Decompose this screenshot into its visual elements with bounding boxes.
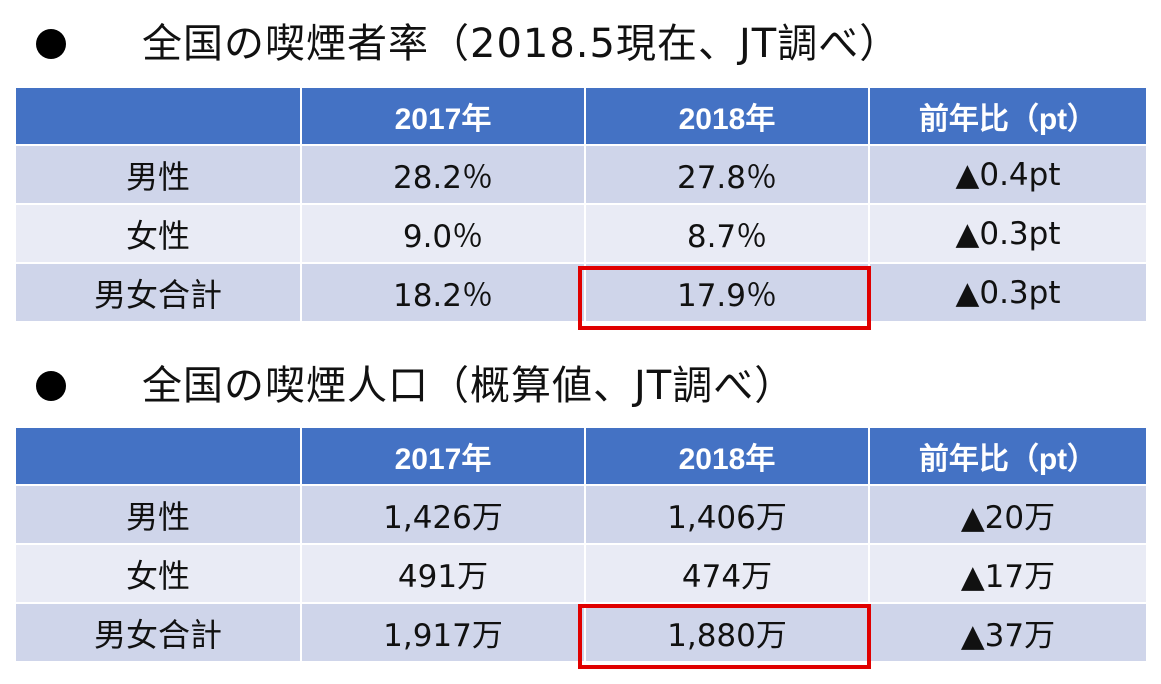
header-cell-2018: 2018年 — [584, 86, 870, 146]
header-cell-2017: 2017年 — [300, 426, 586, 486]
cell-2018: 474万 — [584, 543, 870, 604]
cell-2018: 17.9％ — [584, 262, 870, 323]
cell-2018: 27.8％ — [584, 144, 870, 205]
table-row: 女性 9.0％ 8.7％ ▲0.3pt — [14, 203, 1148, 264]
cell-yoy: ▲0.3pt — [868, 203, 1148, 264]
section1-title: 全国の喫煙者率（2018.5現在、JT調べ） — [142, 21, 901, 67]
header-cell-blank — [14, 86, 302, 146]
table-row: 男性 1,426万 1,406万 ▲20万 — [14, 484, 1148, 545]
smoking-rate-table: 2017年 2018年 前年比（pt） 男性 28.2％ 27.8％ ▲0.4p… — [14, 86, 1148, 323]
section2-title: 全国の喫煙人口（概算値、JT調べ） — [142, 363, 796, 409]
cell-2018: 1,406万 — [584, 484, 870, 545]
row-label: 男女合計 — [14, 602, 302, 663]
table-header-row: 2017年 2018年 前年比（pt） — [14, 426, 1148, 486]
row-label: 男性 — [14, 144, 302, 205]
table-header-row: 2017年 2018年 前年比（pt） — [14, 86, 1148, 146]
row-label: 女性 — [14, 203, 302, 264]
cell-2018: 1,880万 — [584, 602, 870, 663]
smoking-population-table: 2017年 2018年 前年比（pt） 男性 1,426万 1,406万 ▲20… — [14, 426, 1148, 663]
header-cell-2018: 2018年 — [584, 426, 870, 486]
header-cell-yoy: 前年比（pt） — [868, 426, 1148, 486]
header-cell-2017: 2017年 — [300, 86, 586, 146]
row-label: 女性 — [14, 543, 302, 604]
table-row: 男女合計 18.2％ 17.9％ ▲0.3pt — [14, 262, 1148, 323]
cell-yoy: ▲0.3pt — [868, 262, 1148, 323]
cell-yoy: ▲17万 — [868, 543, 1148, 604]
cell-yoy: ▲0.4pt — [868, 144, 1148, 205]
cell-2017: 9.0％ — [300, 203, 586, 264]
cell-yoy: ▲37万 — [868, 602, 1148, 663]
row-label: 男性 — [14, 484, 302, 545]
bullet-icon — [36, 29, 66, 59]
cell-yoy: ▲20万 — [868, 484, 1148, 545]
header-cell-blank — [14, 426, 302, 486]
cell-2017: 18.2％ — [300, 262, 586, 323]
cell-2017: 1,426万 — [300, 484, 586, 545]
cell-2017: 28.2％ — [300, 144, 586, 205]
row-label: 男女合計 — [14, 262, 302, 323]
cell-2017: 491万 — [300, 543, 586, 604]
bullet-icon — [36, 371, 66, 401]
table-row: 男性 28.2％ 27.8％ ▲0.4pt — [14, 144, 1148, 205]
table-row: 男女合計 1,917万 1,880万 ▲37万 — [14, 602, 1148, 663]
header-cell-yoy: 前年比（pt） — [868, 86, 1148, 146]
cell-2017: 1,917万 — [300, 602, 586, 663]
table-row: 女性 491万 474万 ▲17万 — [14, 543, 1148, 604]
section2-heading: 全国の喫煙人口（概算値、JT調べ） — [14, 354, 1144, 418]
section1-heading: 全国の喫煙者率（2018.5現在、JT調べ） — [14, 12, 1144, 76]
cell-2018: 8.7％ — [584, 203, 870, 264]
